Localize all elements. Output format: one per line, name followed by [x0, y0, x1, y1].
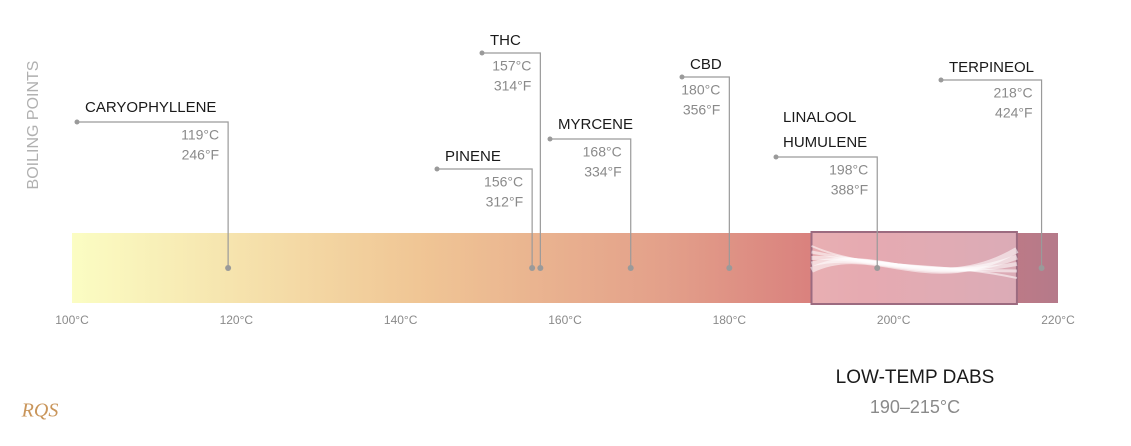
y-axis-label: BOILING POINTS — [25, 61, 42, 190]
compound-name: LINALOOL — [783, 109, 856, 126]
smoke — [811, 245, 1018, 279]
label-dot — [434, 166, 440, 172]
compound-name: CBD — [690, 56, 722, 73]
label-dot — [679, 74, 685, 80]
marker — [726, 265, 733, 271]
marker — [1038, 265, 1045, 271]
marker — [225, 265, 232, 271]
leader-line — [550, 138, 632, 268]
marker — [627, 265, 634, 271]
logo: RQS — [21, 400, 59, 422]
x-tick-label: 220°C — [1041, 313, 1075, 327]
label-dot — [547, 136, 553, 142]
fahrenheit-label: 314°F — [494, 78, 532, 94]
leader-line — [77, 121, 229, 268]
marker — [874, 265, 881, 271]
celsius-label: 156°C — [484, 174, 523, 190]
leader-line — [941, 79, 1043, 268]
compound-name: HUMULENE — [783, 134, 867, 151]
fahrenheit-label: 424°F — [995, 105, 1033, 121]
leader-line — [437, 168, 533, 268]
compound-name: TERPINEOL — [949, 59, 1034, 76]
label-dot — [479, 50, 485, 56]
celsius-label: 180°C — [681, 82, 720, 98]
label-dot — [938, 77, 944, 83]
x-tick-label: 120°C — [220, 313, 254, 327]
leader-line — [482, 52, 541, 268]
label-dot — [773, 154, 779, 160]
fahrenheit-label: 334°F — [584, 164, 622, 180]
compound-name: THC — [490, 32, 521, 49]
celsius-label: 168°C — [583, 144, 622, 160]
fahrenheit-label: 312°F — [486, 194, 524, 210]
label-dot — [74, 119, 80, 125]
fahrenheit-label: 388°F — [831, 182, 869, 198]
x-tick-label: 160°C — [548, 313, 582, 327]
range-label: 190–215°C — [870, 397, 960, 417]
x-tick-label: 180°C — [713, 313, 747, 327]
celsius-label: 198°C — [829, 162, 868, 178]
compound-name: MYRCENE — [558, 116, 633, 133]
marker — [537, 265, 544, 271]
celsius-label: 119°C — [181, 127, 219, 143]
compound-name: PINENE — [445, 148, 501, 165]
leader-line — [682, 76, 730, 268]
compound-name: CARYOPHYLLENE — [85, 99, 216, 116]
celsius-label: 157°C — [492, 58, 531, 74]
x-tick-label: 200°C — [877, 313, 911, 327]
x-tick-label: 100°C — [55, 313, 89, 327]
celsius-label: 218°C — [993, 85, 1032, 101]
fahrenheit-label: 246°F — [182, 147, 220, 163]
x-tick-label: 140°C — [384, 313, 418, 327]
leader-line — [776, 156, 878, 268]
fahrenheit-label: 356°F — [683, 102, 721, 118]
range-title: LOW-TEMP DABS — [836, 367, 995, 388]
marker — [529, 265, 536, 271]
